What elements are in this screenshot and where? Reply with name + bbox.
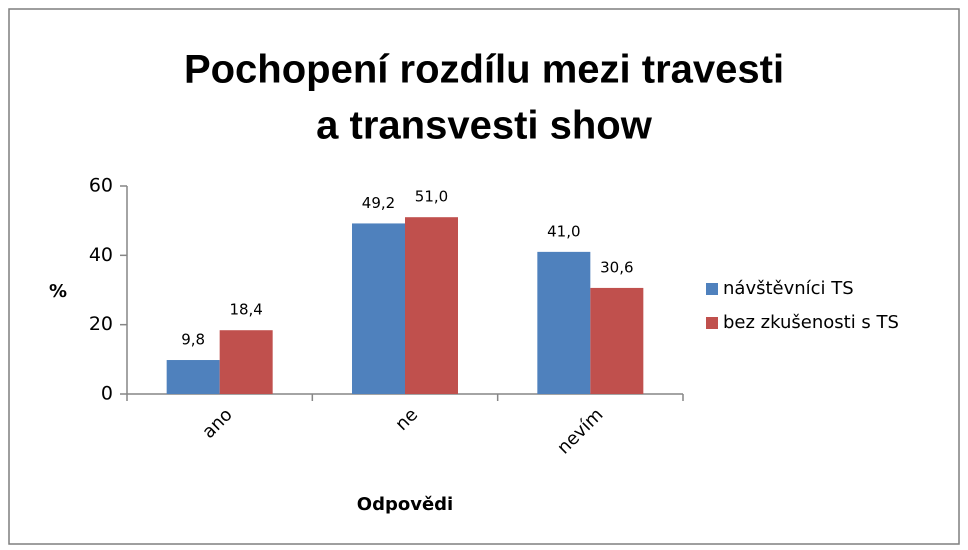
value-label: 18,4 <box>229 301 262 319</box>
chart-frame <box>8 8 960 545</box>
value-label: 30,6 <box>600 258 633 276</box>
x-axis-label: Odpovědi <box>357 494 453 515</box>
y-tick-label: 0 <box>101 383 113 405</box>
value-label: 51,0 <box>415 188 448 206</box>
y-axis-label: % <box>49 281 67 302</box>
bar <box>537 251 591 394</box>
legend-swatch <box>706 283 718 295</box>
legend-label: bez zkušenosti s TS <box>723 312 899 333</box>
y-tick-label: 20 <box>89 313 113 335</box>
chart-title: Pochopení rozdílu mezi travesti <box>184 48 784 92</box>
legend-swatch <box>706 317 718 329</box>
legend-label: návštěvníci TS <box>723 278 854 299</box>
y-tick-label: 60 <box>89 175 113 197</box>
bar <box>590 287 644 394</box>
bar <box>405 217 458 394</box>
value-label: 9,8 <box>181 331 205 349</box>
bar <box>352 223 405 394</box>
y-tick-label: 40 <box>89 244 113 266</box>
chart-title: a transvesti show <box>316 104 653 148</box>
bar <box>219 330 273 394</box>
value-label: 41,0 <box>547 222 580 240</box>
value-label: 49,2 <box>362 194 395 212</box>
bar <box>166 360 220 394</box>
